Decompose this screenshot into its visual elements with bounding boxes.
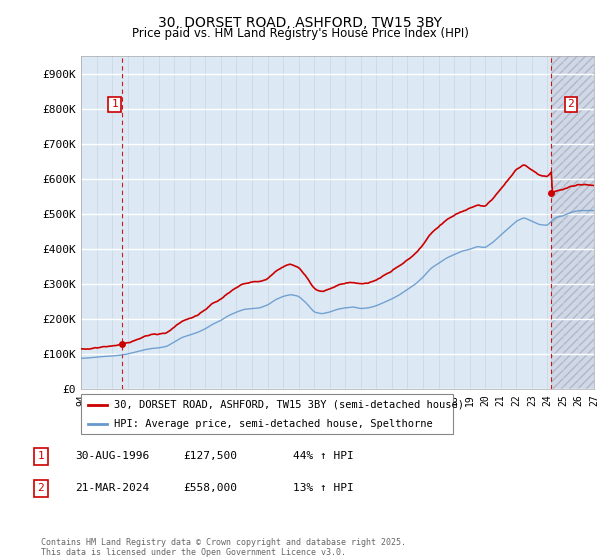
Bar [551,56,594,389]
Text: 13% ↑ HPI: 13% ↑ HPI [293,483,353,493]
Text: £558,000: £558,000 [183,483,237,493]
Text: 30-AUG-1996: 30-AUG-1996 [75,451,149,461]
Text: £127,500: £127,500 [183,451,237,461]
FancyBboxPatch shape [81,394,453,434]
Text: 2: 2 [568,99,574,109]
Text: 2: 2 [37,483,44,493]
Text: HPI: Average price, semi-detached house, Spelthorne: HPI: Average price, semi-detached house,… [115,419,433,429]
Text: 1: 1 [111,99,118,109]
Text: 30, DORSET ROAD, ASHFORD, TW15 3BY: 30, DORSET ROAD, ASHFORD, TW15 3BY [158,16,442,30]
Text: 30, DORSET ROAD, ASHFORD, TW15 3BY (semi-detached house): 30, DORSET ROAD, ASHFORD, TW15 3BY (semi… [115,400,464,409]
Text: Contains HM Land Registry data © Crown copyright and database right 2025.
This d: Contains HM Land Registry data © Crown c… [41,538,406,557]
Text: 44% ↑ HPI: 44% ↑ HPI [293,451,353,461]
Text: Price paid vs. HM Land Registry's House Price Index (HPI): Price paid vs. HM Land Registry's House … [131,27,469,40]
Text: 21-MAR-2024: 21-MAR-2024 [75,483,149,493]
Text: 1: 1 [37,451,44,461]
